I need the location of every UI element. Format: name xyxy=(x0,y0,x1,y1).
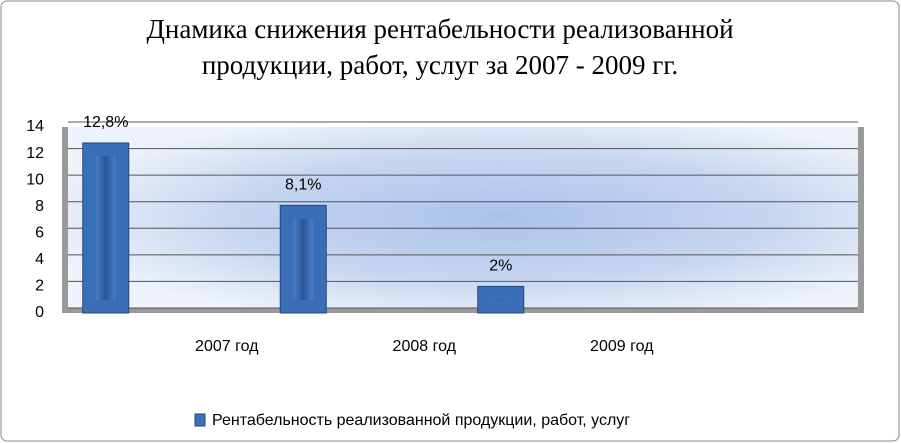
legend-label: Рентабельность реализованной продукции, … xyxy=(212,412,630,429)
value-label: 8,1% xyxy=(285,177,321,194)
bar-bevel xyxy=(95,155,116,300)
value-label: 12,8% xyxy=(83,114,128,131)
value-label: 2% xyxy=(489,258,512,275)
y-tick-label: 0 xyxy=(35,304,44,321)
chart-title: продукции, работ, услуг за 2007 - 2009 г… xyxy=(202,50,678,80)
y-tick-label: 10 xyxy=(26,171,44,188)
bar xyxy=(279,204,327,314)
bar xyxy=(82,142,130,314)
bar xyxy=(477,285,525,314)
y-tick-label: 6 xyxy=(35,225,44,242)
y-tick-label: 2 xyxy=(35,278,44,295)
chart-title: Днамика снижения рентабельности реализов… xyxy=(146,14,733,44)
x-tick-label: 2008 год xyxy=(393,338,457,355)
y-tick-label: 8 xyxy=(35,198,44,215)
legend-swatch xyxy=(194,413,206,427)
bar-bevel xyxy=(293,218,314,300)
y-tick-label: 4 xyxy=(35,251,44,268)
bar-bevel xyxy=(490,299,511,300)
y-tick-label: 14 xyxy=(26,118,44,135)
y-tick-label: 12 xyxy=(26,145,44,162)
x-tick-label: 2009 год xyxy=(590,338,654,355)
x-tick-label: 2007 год xyxy=(195,338,259,355)
plot-area xyxy=(68,127,858,308)
